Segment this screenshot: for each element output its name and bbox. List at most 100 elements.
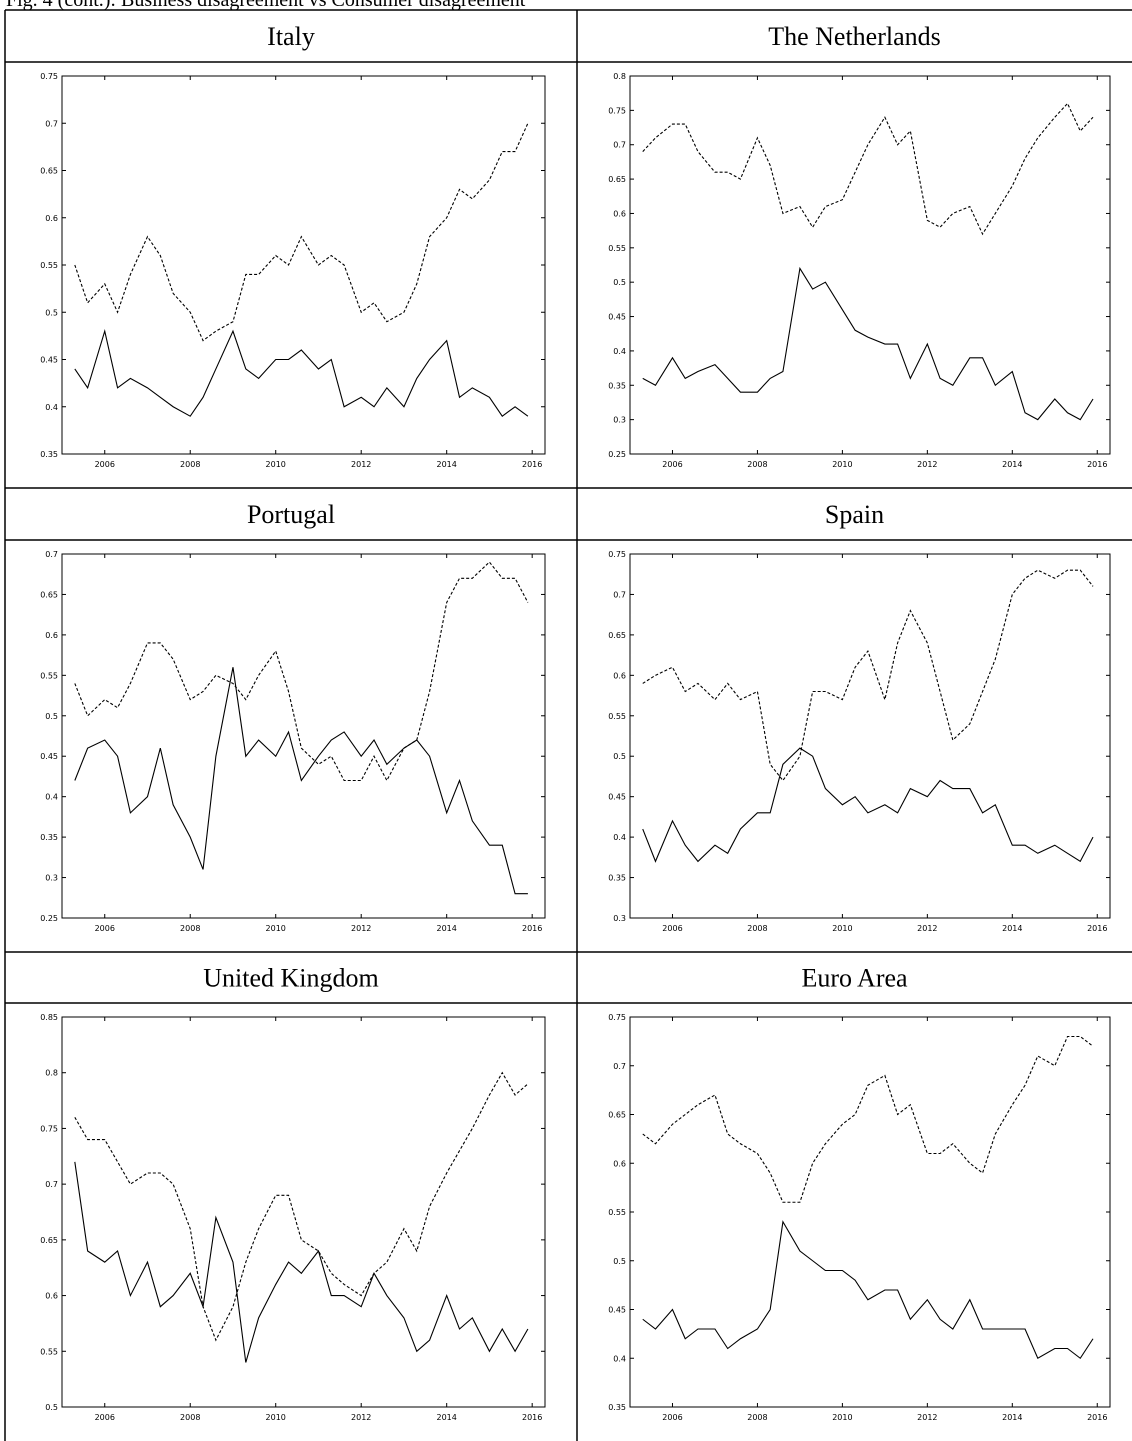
y-tick-label: 0.4: [613, 833, 626, 842]
y-tick-label: 0.35: [608, 381, 626, 390]
panel-title: Euro Area: [801, 964, 908, 993]
y-tick-label: 0.65: [608, 175, 626, 184]
data-line: [74, 123, 529, 342]
y-tick-label: 0.35: [608, 1403, 626, 1412]
x-tick-label: 2008: [747, 460, 767, 469]
x-tick-label: 2006: [662, 924, 682, 933]
y-tick-label: 0.35: [40, 833, 58, 842]
x-tick-label: 2006: [662, 1413, 682, 1422]
x-tick-label: 2006: [95, 1413, 115, 1422]
y-tick-label: 0.7: [613, 1062, 626, 1071]
x-tick-label: 2008: [180, 924, 200, 933]
y-tick-label: 0.65: [608, 1111, 626, 1120]
y-tick-label: 0.7: [45, 119, 58, 128]
x-tick-label: 2006: [662, 460, 682, 469]
y-tick-label: 0.65: [40, 590, 58, 599]
x-tick-label: 2010: [266, 1413, 286, 1422]
y-tick-label: 0.25: [40, 914, 58, 923]
x-tick-label: 2012: [917, 1413, 937, 1422]
panel-title: Spain: [825, 500, 884, 529]
y-tick-label: 0.4: [613, 1354, 626, 1363]
y-tick-label: 0.5: [45, 712, 58, 721]
y-tick-label: 0.85: [40, 1013, 58, 1022]
panel-title: The Netherlands: [768, 22, 941, 51]
y-tick-label: 0.25: [608, 450, 626, 459]
y-tick-label: 0.8: [613, 72, 626, 81]
y-tick-label: 0.7: [45, 1180, 58, 1189]
y-tick-label: 0.35: [608, 874, 626, 883]
table-frame: [4, 9, 1132, 1441]
data-line: [642, 102, 1094, 236]
y-tick-label: 0.45: [40, 356, 58, 365]
y-tick-label: 0.6: [613, 209, 626, 218]
x-tick-label: 2016: [522, 1413, 542, 1422]
y-tick-label: 0.3: [613, 416, 626, 425]
x-tick-label: 2016: [1087, 1413, 1107, 1422]
y-tick-label: 0.5: [613, 278, 626, 287]
x-tick-label: 2010: [832, 460, 852, 469]
x-tick-label: 2014: [1002, 924, 1022, 933]
y-tick-label: 0.7: [613, 141, 626, 150]
panel-title: Portugal: [247, 500, 335, 529]
x-tick-label: 2008: [747, 1413, 767, 1422]
plot-frame: [61, 1016, 546, 1408]
y-tick-label: 0.75: [40, 1124, 58, 1133]
y-tick-label: 0.45: [40, 752, 58, 761]
y-tick-label: 0.4: [613, 347, 626, 356]
y-tick-label: 0.55: [608, 244, 626, 253]
x-tick-label: 2010: [832, 924, 852, 933]
y-tick-label: 0.75: [40, 72, 58, 81]
x-tick-label: 2014: [437, 460, 457, 469]
y-tick-label: 0.65: [608, 631, 626, 640]
x-tick-label: 2006: [95, 924, 115, 933]
x-tick-label: 2014: [1002, 1413, 1022, 1422]
data-line: [642, 569, 1094, 782]
panel-title: United Kingdom: [203, 964, 379, 993]
x-tick-label: 2012: [351, 460, 371, 469]
y-tick-label: 0.75: [608, 550, 626, 559]
y-tick-label: 0.4: [45, 403, 58, 412]
x-tick-label: 2012: [351, 1413, 371, 1422]
y-tick-label: 0.4: [45, 793, 58, 802]
data-line: [74, 328, 529, 417]
y-tick-label: 0.6: [45, 214, 58, 223]
plot-frame: [629, 1016, 1111, 1408]
y-tick-label: 0.75: [608, 106, 626, 115]
data-line: [642, 266, 1094, 421]
y-tick-label: 0.3: [613, 914, 626, 923]
y-tick-label: 0.5: [613, 752, 626, 761]
data-line: [642, 1035, 1094, 1203]
x-tick-label: 2010: [266, 924, 286, 933]
y-tick-label: 0.55: [608, 1208, 626, 1217]
plot-frame: [61, 553, 546, 919]
y-tick-label: 0.6: [613, 671, 626, 680]
x-tick-label: 2012: [917, 460, 937, 469]
x-tick-label: 2010: [266, 460, 286, 469]
y-tick-label: 0.45: [608, 313, 626, 322]
data-line: [74, 561, 529, 782]
y-tick-label: 0.6: [45, 631, 58, 640]
data-line: [74, 667, 528, 895]
x-tick-label: 2014: [437, 1413, 457, 1422]
y-tick-label: 0.5: [45, 308, 58, 317]
x-tick-label: 2012: [351, 924, 371, 933]
x-tick-label: 2016: [1087, 460, 1107, 469]
panel-title: Italy: [267, 22, 315, 51]
y-tick-label: 0.55: [40, 671, 58, 680]
y-tick-label: 0.6: [45, 1292, 58, 1301]
y-tick-label: 0.65: [40, 167, 58, 176]
data-line: [642, 747, 1094, 863]
x-tick-label: 2008: [180, 1413, 200, 1422]
x-tick-label: 2008: [180, 460, 200, 469]
y-tick-label: 0.45: [608, 793, 626, 802]
caption: Fig. 4 (cont.): Business disagreement vs…: [6, 0, 526, 11]
y-tick-label: 0.45: [608, 1306, 626, 1315]
data-line: [642, 1220, 1094, 1360]
x-tick-label: 2014: [437, 924, 457, 933]
y-tick-label: 0.5: [613, 1257, 626, 1266]
y-tick-label: 0.5: [45, 1403, 58, 1412]
plot-frame: [629, 75, 1111, 455]
x-tick-label: 2010: [832, 1413, 852, 1422]
y-tick-label: 0.55: [40, 261, 58, 270]
x-tick-label: 2012: [917, 924, 937, 933]
